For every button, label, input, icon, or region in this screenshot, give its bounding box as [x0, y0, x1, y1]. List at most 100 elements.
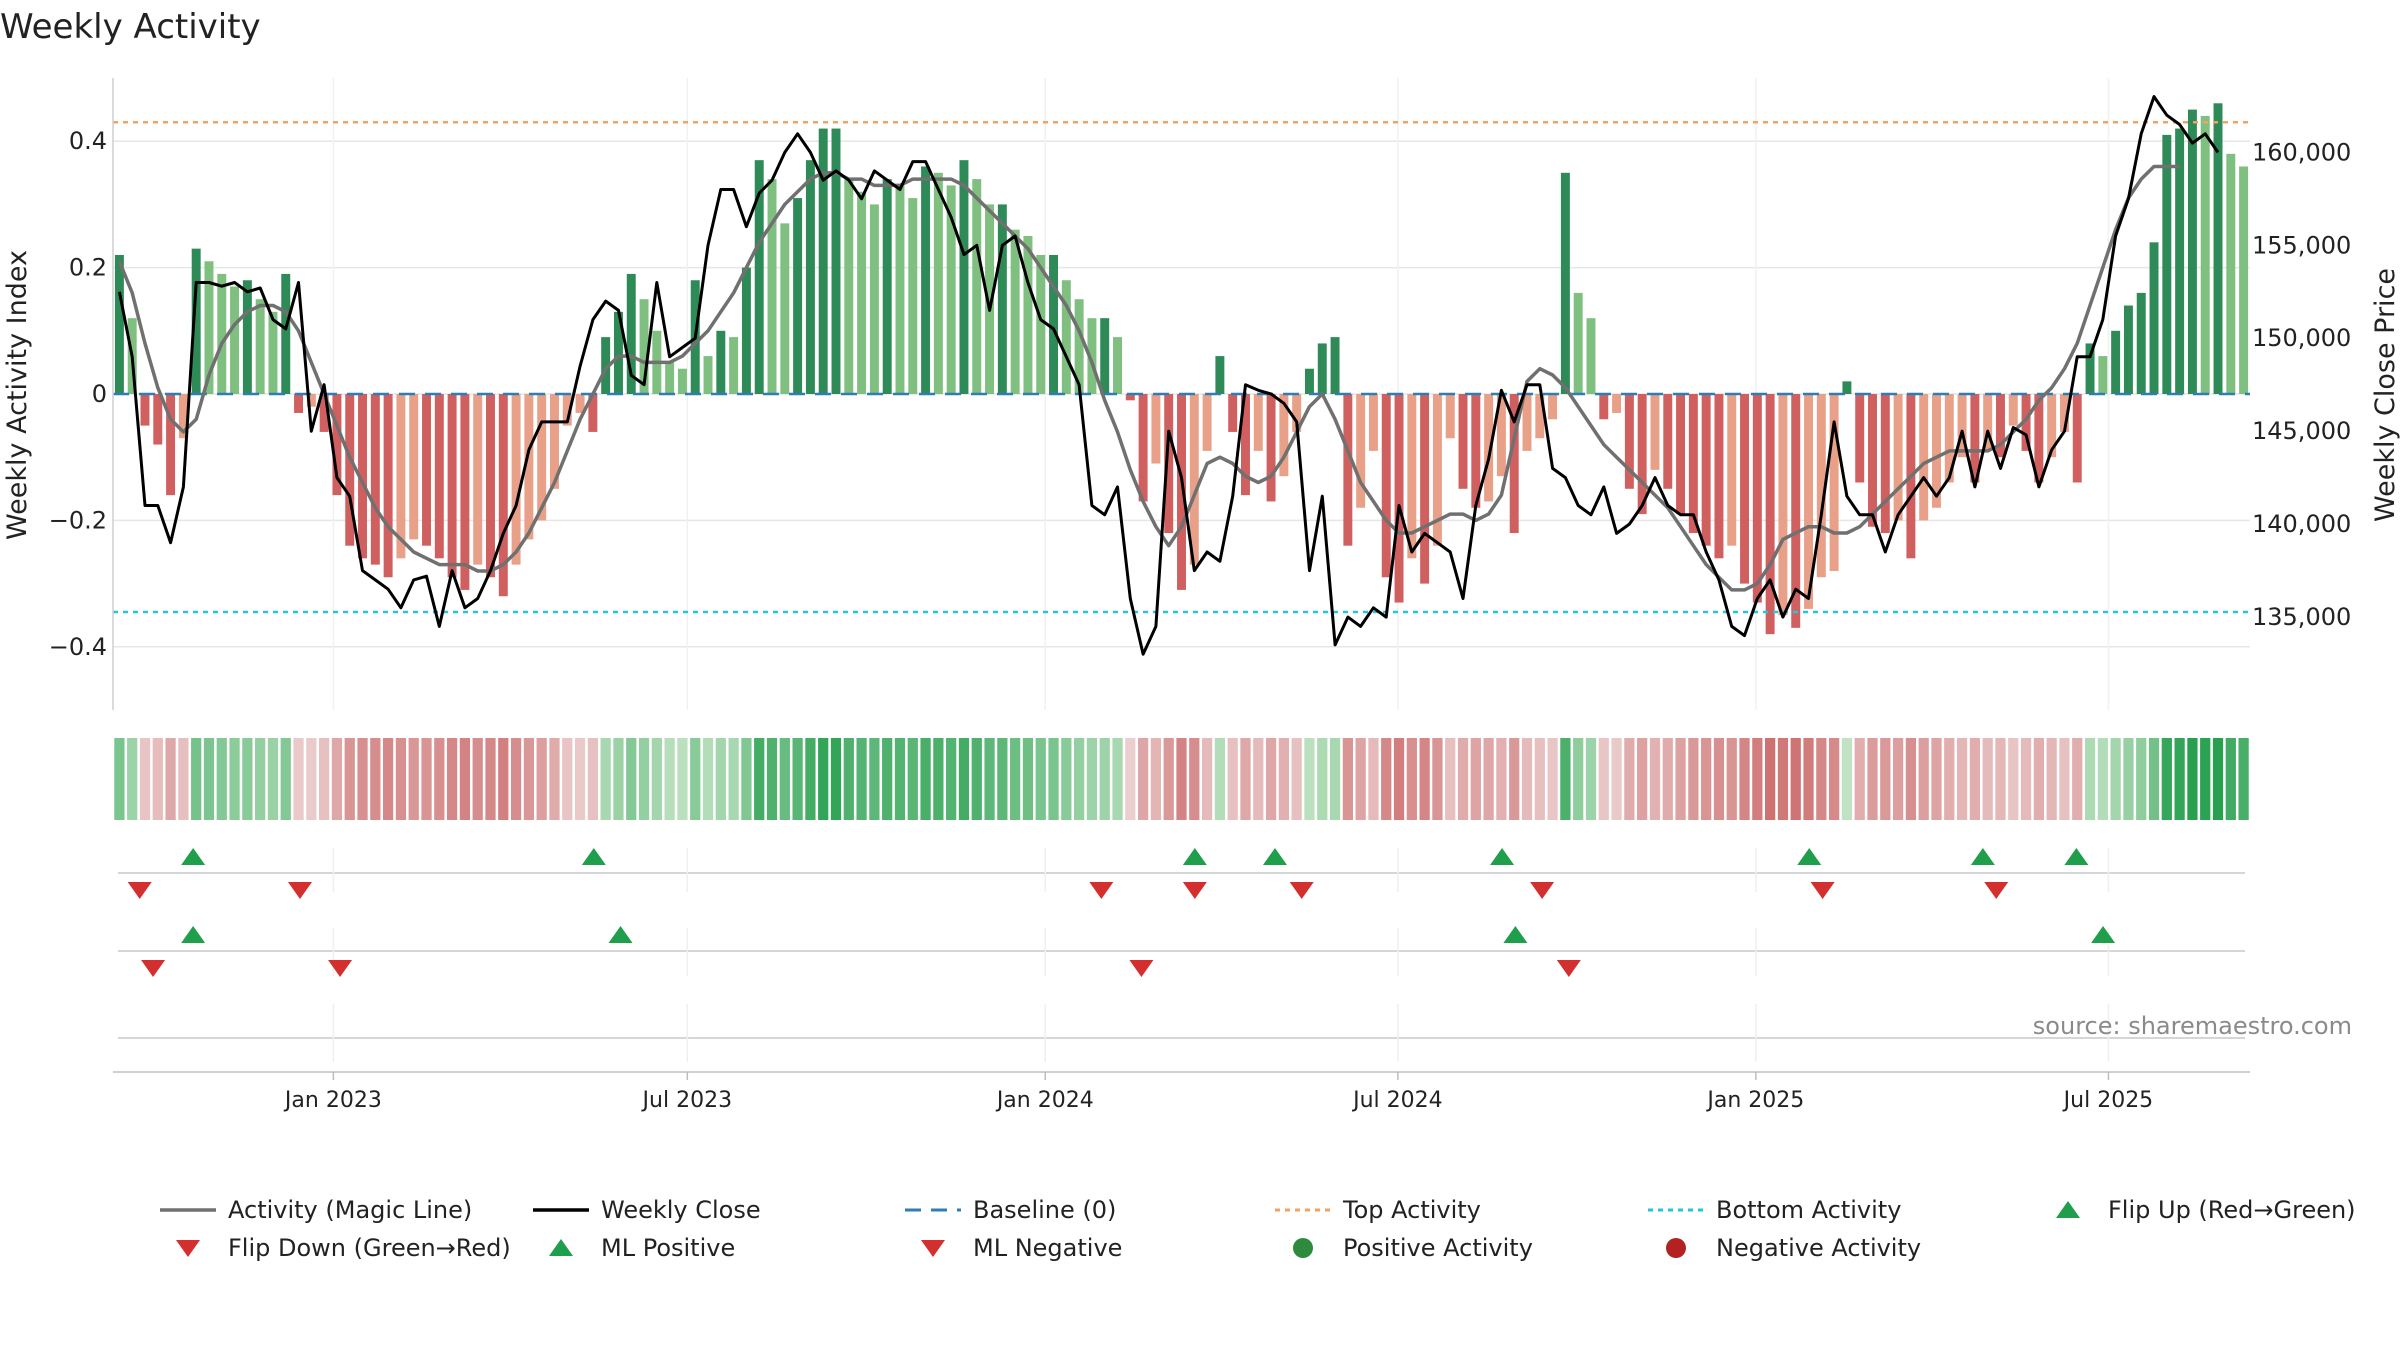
x-tick-label: Jul 2023	[641, 1088, 733, 1113]
activity-bar	[1727, 394, 1737, 546]
activity-bar	[511, 394, 521, 565]
activity-bar	[1688, 394, 1698, 534]
strip-cell	[357, 738, 368, 820]
strip-cell	[255, 738, 266, 820]
y-tick-label-left: 0.4	[69, 127, 107, 155]
activity-bar	[805, 160, 815, 394]
activity-bar	[153, 394, 163, 445]
activity-bar	[1855, 394, 1865, 483]
strip-cell	[446, 738, 458, 820]
activity-bar	[959, 160, 969, 394]
activity-bar	[1061, 280, 1071, 394]
strip-cell	[690, 738, 701, 820]
legend-label: ML Positive	[601, 1234, 735, 1262]
y-tick-label-right: 155,000	[2252, 231, 2351, 259]
strip-cell	[1995, 738, 2006, 820]
strip-cell	[1010, 738, 1021, 820]
strip-cell	[1649, 738, 1661, 820]
activity-bar	[1292, 394, 1302, 432]
strip-cell	[229, 738, 240, 820]
activity-bar	[1151, 394, 1161, 464]
strip-cell	[882, 738, 893, 820]
strip-cell	[2225, 738, 2236, 820]
activity-bar	[1420, 394, 1430, 584]
activity-bar	[2149, 242, 2159, 394]
chart-title: Weekly Activity	[0, 7, 261, 47]
strip-cell	[830, 738, 842, 820]
activity-bar	[358, 394, 368, 559]
legend-label: Top Activity	[1342, 1196, 1481, 1224]
activity-bar	[1676, 394, 1686, 515]
activity-bar	[639, 299, 649, 394]
activity-bar	[1432, 394, 1442, 546]
flip-down-marker	[1810, 882, 1835, 899]
activity-bar	[242, 280, 252, 394]
y-tick-label-right: 150,000	[2252, 324, 2351, 352]
activity-bar	[780, 223, 790, 394]
ml-negative-marker	[328, 960, 353, 977]
strip-cell	[1099, 738, 1110, 820]
legend-label: Baseline (0)	[973, 1196, 1116, 1224]
activity-bar	[1304, 368, 1314, 394]
legend-label: Flip Up (Red→Green)	[2108, 1196, 2356, 1224]
magic-line	[117, 164, 2180, 592]
activity-bar	[281, 273, 291, 394]
activity-bar	[1010, 229, 1020, 394]
activity-bar	[1087, 318, 1097, 394]
strip-cell	[421, 738, 432, 820]
strip-cell	[2084, 738, 2096, 820]
activity-bar	[2187, 109, 2197, 394]
strip-cell	[984, 738, 995, 820]
activity-bar	[1829, 394, 1839, 571]
strip-cell	[1470, 738, 1481, 820]
activity-bar	[1138, 394, 1148, 502]
strip-cell	[1176, 738, 1187, 820]
activity-bar	[882, 179, 892, 394]
activity-bar	[2111, 330, 2121, 394]
strip-cell	[510, 738, 522, 820]
activity-bar	[166, 394, 176, 496]
strip-cell	[1265, 738, 1277, 820]
ml-negative-marker	[1129, 960, 1154, 977]
strip-cell	[536, 738, 547, 820]
strip-cell	[1777, 738, 1789, 820]
activity-bar	[1880, 394, 1890, 534]
strip-cell	[677, 738, 688, 820]
legend-label: Bottom Activity	[1716, 1196, 1901, 1224]
activity-bar	[1970, 394, 1980, 483]
activity-bar	[2200, 115, 2210, 395]
activity-bar	[1573, 292, 1583, 394]
strip-cell	[1892, 738, 1904, 820]
strip-cell	[1457, 738, 1469, 820]
activity-bar	[716, 330, 726, 394]
activity-bar	[383, 394, 393, 578]
strip-cell	[1982, 738, 1993, 820]
ml-positive-marker	[181, 926, 206, 943]
strip-cell	[1022, 738, 1034, 820]
legend-item: Bottom Activity	[1648, 1196, 1901, 1224]
strip-cell	[395, 738, 407, 820]
flip-down-marker	[287, 882, 312, 899]
activity-bar	[2226, 153, 2236, 394]
x-tick-label: Jul 2025	[2062, 1088, 2154, 1113]
strip-cell	[818, 738, 829, 820]
legend-swatch	[176, 1240, 200, 1257]
strip-cell	[1509, 738, 1520, 820]
activity-bar	[1599, 394, 1609, 420]
strip-cell	[1253, 738, 1264, 820]
activity-bar	[921, 166, 931, 394]
strip-cell	[869, 738, 880, 820]
legend-label: Weekly Close	[601, 1196, 761, 1224]
strip-cell	[203, 738, 215, 820]
strip-cell	[971, 738, 982, 820]
activity-bar	[1343, 394, 1353, 546]
strip-cell	[1496, 738, 1507, 820]
legend-item: Weekly Close	[533, 1196, 761, 1224]
strip-cell	[626, 738, 637, 820]
strip-cell	[1828, 738, 1840, 820]
strip-cell	[1956, 738, 1968, 820]
strip-cell	[920, 738, 931, 820]
strip-cell	[1201, 738, 1213, 820]
activity-bar	[1650, 394, 1660, 470]
activity-bar	[1241, 394, 1250, 496]
